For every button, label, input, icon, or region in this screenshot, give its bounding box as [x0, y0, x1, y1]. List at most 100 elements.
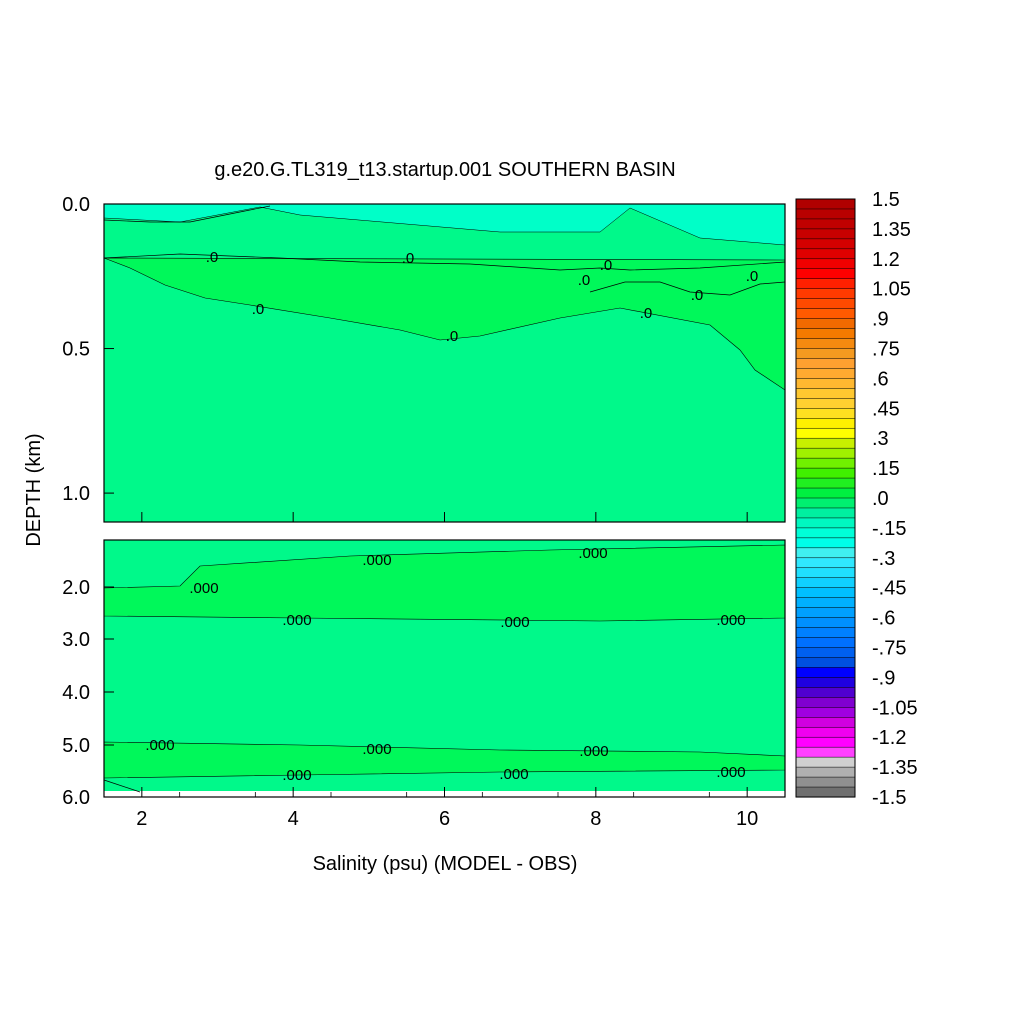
- colorbar-swatch: [795, 288, 856, 300]
- y-tick-label: 2.0: [62, 577, 90, 599]
- contour-label: .000: [499, 766, 528, 783]
- colorbar-label: -.75: [872, 638, 906, 660]
- colorbar-swatch: [795, 418, 856, 429]
- colorbar-swatch: [795, 198, 856, 210]
- x-tick-label: 2: [136, 808, 147, 830]
- colorbar-swatch: [795, 238, 856, 250]
- x-tick-label: 4: [288, 808, 299, 830]
- colorbar-swatch: [795, 637, 856, 649]
- upper-panel-background: [104, 204, 785, 522]
- contour-label: .000: [716, 612, 745, 629]
- colorbar-label: -1.35: [872, 757, 918, 779]
- colorbar-swatch: [795, 707, 856, 718]
- colorbar-swatch: [795, 746, 856, 758]
- colorbar-swatch: [795, 547, 856, 559]
- colorbar-swatch: [795, 437, 856, 449]
- colorbar-swatch: [795, 328, 856, 340]
- colorbar-label: -.6: [872, 608, 895, 630]
- colorbar-label: -1.2: [872, 727, 906, 749]
- contour-label: .0: [252, 301, 265, 318]
- colorbar-label: 1.5: [872, 189, 900, 211]
- colorbar-swatch: [795, 477, 856, 489]
- colorbar-swatch: [795, 497, 856, 509]
- contour-label: .0: [578, 272, 591, 289]
- colorbar-label: .9: [872, 309, 889, 331]
- colorbar-swatch: [795, 368, 856, 379]
- colorbar-label: 1.35: [872, 219, 911, 241]
- colorbar-label: -.15: [872, 518, 906, 540]
- y-axis-label: DEPTH (km): [23, 433, 45, 546]
- colorbar-swatch: [795, 776, 856, 788]
- y-tick-label: 3.0: [62, 629, 90, 651]
- colorbar: [795, 198, 856, 798]
- colorbar-swatch: [795, 587, 856, 599]
- colorbar-swatch: [795, 258, 856, 270]
- colorbar-swatch: [795, 338, 856, 350]
- colorbar-swatch: [795, 467, 856, 479]
- colorbar-swatch: [795, 736, 856, 748]
- colorbar-swatch: [795, 557, 856, 569]
- colorbar-frame: [795, 198, 856, 798]
- y-tick-label: 0.5: [62, 339, 90, 361]
- colorbar-swatch: [795, 726, 856, 738]
- colorbar-label: -1.05: [872, 697, 918, 719]
- y-tick-label: 0.0: [62, 194, 90, 216]
- contour-label: .000: [282, 767, 311, 784]
- colorbar-swatch: [795, 717, 856, 728]
- colorbar-label: .15: [872, 458, 900, 480]
- y-tick-label: 5.0: [62, 735, 90, 757]
- colorbar-swatch: [795, 597, 856, 609]
- contour-label: .0: [691, 287, 704, 304]
- colorbar-swatch: [795, 408, 856, 419]
- upper-contour-labels: .0 .0 .0 .0 .0 .0 .0 .0 .0: [206, 249, 759, 345]
- contour-label: .0: [402, 250, 415, 267]
- colorbar-swatch: [795, 647, 856, 659]
- colorbar-swatch: [795, 667, 856, 678]
- upper-panel: .0 .0 .0 .0 .0 .0 .0 .0 .0 0.0 0.5 1.0: [62, 194, 786, 523]
- colorbar-swatch: [795, 786, 856, 798]
- colorbar-swatch: [795, 447, 856, 459]
- colorbar-swatch: [795, 348, 856, 360]
- chart-title: g.e20.G.TL319_t13.startup.001 SOUTHERN B…: [214, 159, 675, 181]
- x-tick-label: 8: [590, 808, 601, 830]
- contour-label: .0: [640, 305, 653, 322]
- colorbar-swatch: [795, 248, 856, 260]
- colorbar-label: .0: [872, 488, 889, 510]
- colorbar-swatch: [795, 627, 856, 639]
- x-tick-label: 6: [439, 808, 450, 830]
- y-tick-label: 4.0: [62, 682, 90, 704]
- upper-panel-contour-line-2: [589, 281, 786, 296]
- lower-y-axis: 2.0 3.0 4.0 5.0 6.0: [62, 577, 114, 809]
- colorbar-swatch: [795, 677, 856, 688]
- contour-label: .000: [145, 737, 174, 754]
- contour-label: .000: [579, 743, 608, 760]
- colorbar-label: .75: [872, 339, 900, 361]
- colorbar-swatch: [795, 398, 856, 409]
- colorbar-label: .45: [872, 398, 900, 420]
- contour-label: .000: [500, 614, 529, 631]
- colorbar-label: -1.5: [872, 787, 906, 809]
- upper-panel-contour-line-1: [103, 253, 786, 271]
- lower-contour-labels: .000 .000 .000 .000 .000 .000 .000 .000 .000 .000…: [145, 545, 745, 784]
- colorbar-swatch: [795, 378, 856, 389]
- y-tick-label: 6.0: [62, 787, 90, 809]
- contour-label: .0: [446, 328, 459, 345]
- colorbar-labels: 1.5 1.35 1.2 1.05 .9 .75 .6 .45 .3 .15 .0 -.15 -.3 -.…: [872, 189, 918, 809]
- contour-label: .000: [282, 612, 311, 629]
- colorbar-swatch: [795, 318, 856, 330]
- colorbar-swatch: [795, 577, 856, 589]
- colorbar-swatch: [795, 388, 856, 399]
- colorbar-swatch: [795, 427, 856, 439]
- colorbar-label: .6: [872, 368, 889, 390]
- contour-label: .000: [189, 580, 218, 597]
- contour-label: .000: [362, 741, 391, 758]
- colorbar-swatch: [795, 228, 856, 240]
- colorbar-swatch: [795, 457, 856, 469]
- colorbar-label: .3: [872, 428, 889, 450]
- upper-panel-positive-region: [103, 257, 786, 391]
- upper-y-axis: 0.0 0.5 1.0: [62, 194, 114, 505]
- y-tick-label: 1.0: [62, 483, 90, 505]
- colorbar-swatch: [795, 766, 856, 778]
- colorbar-swatch: [795, 687, 856, 698]
- lower-panel-contour-line: [103, 779, 141, 793]
